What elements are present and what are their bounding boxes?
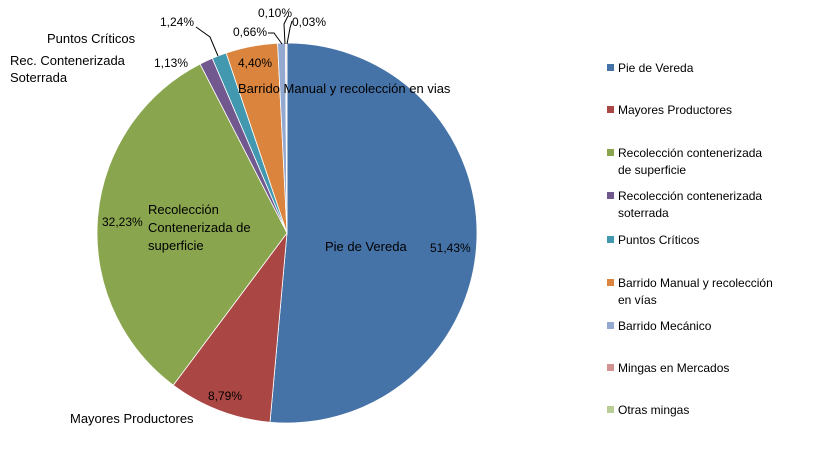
legend-swatch-pie-de-vereda bbox=[607, 64, 614, 71]
pie-slice-mayores-productores bbox=[172, 231, 288, 423]
pie-slices bbox=[96, 42, 478, 424]
legend-swatch-mingas-mercados bbox=[607, 364, 614, 371]
category-label-recoleccion-superficie-line-1: Recolección bbox=[148, 202, 219, 217]
value-label-recoleccion-superficie: 32,23% bbox=[102, 215, 143, 229]
legend-swatch-recoleccion-superficie bbox=[607, 149, 614, 156]
legend-label-rec-soterrada-line-1: Recolección contenerizada bbox=[618, 189, 762, 203]
value-label-otras-mingas: 0,03% bbox=[292, 15, 326, 29]
legend-label-barrido-manual-line-2: en vías bbox=[618, 293, 657, 307]
legend-swatch-barrido-manual bbox=[607, 279, 614, 286]
legend-swatch-barrido-mecanico bbox=[607, 322, 614, 329]
leader-lines bbox=[195, 15, 293, 57]
value-label-mayores-productores: 8,79% bbox=[208, 389, 242, 403]
value-label-barrido-mecanico: 0,66% bbox=[233, 25, 267, 39]
legend-label-pie-de-vereda: Pie de Vereda bbox=[618, 61, 694, 75]
legend-label-barrido-mecanico: Barrido Mecánico bbox=[618, 319, 712, 333]
value-label-barrido-manual: 4,40% bbox=[238, 56, 272, 70]
legend-label-mingas-mercados: Mingas en Mercados bbox=[618, 361, 729, 375]
legend-label-puntos-criticos: Puntos Críticos bbox=[618, 233, 699, 247]
legend-label-mayores-productores: Mayores Productores bbox=[618, 103, 732, 117]
legend-label-rec-soterrada-line-2: soterrada bbox=[618, 206, 669, 220]
legend-label-otras-mingas: Otras mingas bbox=[618, 403, 689, 417]
category-label-rec-soterrada-line-2: Soterrada bbox=[10, 70, 68, 85]
legend-label-recoleccion-superficie-line-2: de superficie bbox=[618, 163, 686, 177]
category-label-mayores-productores: Mayores Productores bbox=[70, 411, 194, 426]
category-label-recoleccion-superficie-line-2: Contenerizada de bbox=[148, 220, 251, 235]
leader-line-puntos-criticos bbox=[195, 26, 219, 57]
legend-label-recoleccion-superficie-line-1: Recolección contenerizada bbox=[618, 146, 762, 160]
legend-swatch-rec-soterrada bbox=[607, 192, 614, 199]
pie-slice-recoleccion-contenerizada-de-superficie bbox=[96, 63, 288, 386]
category-label-rec-soterrada-line-1: Rec. Contenerizada bbox=[10, 53, 126, 68]
legend: Pie de Vereda Mayores Productores Recole… bbox=[607, 61, 773, 417]
value-label-mingas-mercados: 0,10% bbox=[258, 6, 292, 20]
category-label-pie-de-vereda: Pie de Vereda bbox=[325, 239, 407, 254]
category-label-recoleccion-superficie-line-3: superficie bbox=[148, 238, 204, 253]
category-label-puntos-criticos: Puntos Críticos bbox=[47, 31, 136, 46]
pie-slice-pie-de-vereda bbox=[269, 42, 478, 424]
leader-line-otras-mingas bbox=[286, 20, 293, 45]
legend-label-barrido-manual-line-1: Barrido Manual y recolección bbox=[618, 276, 773, 290]
legend-swatch-puntos-criticos bbox=[607, 236, 614, 243]
leader-line-mingas-mercados bbox=[283, 15, 289, 45]
legend-swatch-mayores-productores bbox=[607, 106, 614, 113]
value-label-rec-soterrada: 1,13% bbox=[154, 56, 188, 70]
leader-line-barrido-mecanico bbox=[268, 32, 283, 45]
legend-swatch-otras-mingas bbox=[607, 406, 614, 413]
value-label-pie-de-vereda: 51,43% bbox=[430, 241, 471, 255]
category-label-barrido-manual: Barrido Manual y recolección en vias bbox=[238, 81, 451, 96]
value-label-puntos-criticos: 1,24% bbox=[160, 15, 194, 29]
